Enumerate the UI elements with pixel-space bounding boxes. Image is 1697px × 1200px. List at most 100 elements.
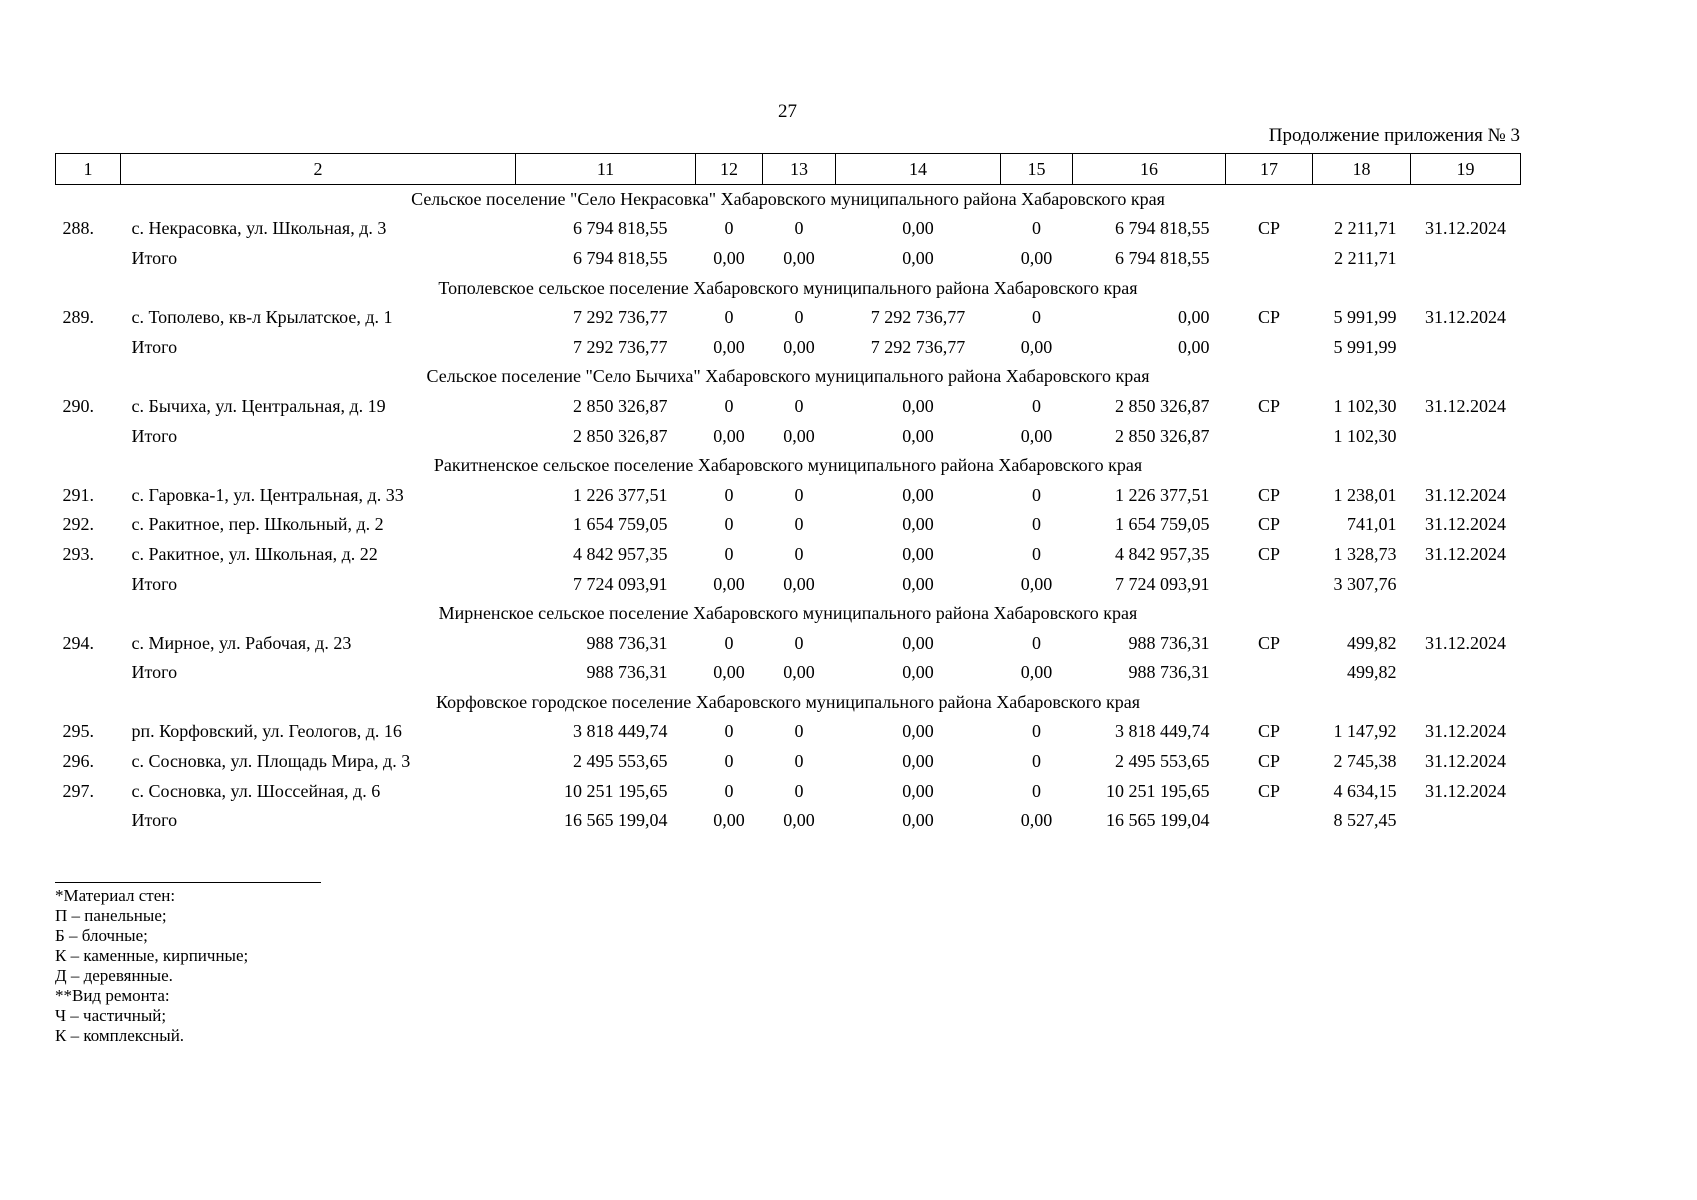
cell-col-12: 0 [724,395,734,416]
table-row: 291. с. Гаровка-1, ул. Центральная, д. 33… [56,480,1521,510]
cell-col-1: 293. [62,543,95,564]
cell-col-17: СР [1257,514,1281,535]
table-row: 292. с. Ракитное, пер. Школьный, д. 2 1 65… [56,510,1521,540]
cell-col-14: 0,00 [902,247,934,268]
cell-col-12: 0,00 [713,810,745,831]
cell-col-1 [56,332,121,362]
cell-col-15: 0 [1032,721,1041,742]
cell-col-16: 0,00 [1178,307,1210,328]
cell-col-17: СР [1257,307,1281,328]
cell-col-1 [56,658,121,688]
cell-col-11: 4 842 957,35 [573,543,668,564]
cell-col-15: 0 [1032,218,1041,239]
cell-col-1 [56,806,121,836]
cell-col-17 [1226,332,1313,362]
cell-col-16: 2 495 553,65 [1115,751,1210,772]
cell-col-19: 31.12.2024 [1425,307,1506,328]
repairs-table: 1 2 11 12 13 14 15 16 17 18 19 Сельское … [55,153,1521,836]
cell-col-15: 0 [1032,543,1041,564]
cell-col-12: 0,00 [713,336,745,357]
cell-col-1 [56,569,121,599]
column-header-18: 18 [1312,153,1411,185]
section-header-row: Мирненское сельское поселение Хабаровско… [56,599,1521,629]
cell-col-11: 2 850 326,87 [573,395,668,416]
cell-col-14: 0,00 [902,484,934,505]
section-header-row: Тополевское сельское поселение Хабаровск… [56,273,1521,303]
cell-col-18: 741,01 [1347,514,1397,535]
column-header-16: 16 [1072,153,1226,185]
cell-col-14: 0,00 [902,780,934,801]
cell-col-11: 6 794 818,55 [573,218,668,239]
cell-col-12: 0 [724,751,734,772]
cell-col-16: 0,00 [1178,336,1210,357]
cell-col-14: 0,00 [902,662,934,683]
cell-col-19: 31.12.2024 [1425,218,1506,239]
cell-col-16: 1 654 759,05 [1115,514,1210,535]
cell-col-13: 0 [794,514,804,535]
section-title: Тополевское сельское поселение Хабаровск… [438,277,1138,298]
table-head: 1 2 11 12 13 14 15 16 17 18 19 [55,153,1521,185]
cell-col-14: 0,00 [902,632,934,653]
column-header-11: 11 [515,153,696,185]
cell-col-14: 0,00 [902,514,934,535]
cell-col-14: 0,00 [902,218,934,239]
cell-col-2: Итого [131,573,178,594]
table-row: 290. с. Бычиха, ул. Центральная, д. 19 2 8… [56,392,1521,422]
cell-col-19: 31.12.2024 [1425,751,1506,772]
cell-col-12: 0 [724,632,734,653]
page-number: 27 [778,101,797,122]
document-page: 27 Продолжение приложения № 3 1 2 11 12 … [55,0,1521,1046]
cell-col-16: 16 565 199,04 [1106,810,1210,831]
cell-col-15: 0 [1032,307,1041,328]
cell-col-19 [1411,332,1521,362]
footnote-line-repair-type: **Вид ремонта: [55,985,170,1005]
cell-col-16: 2 850 326,87 [1115,395,1210,416]
cell-col-14: 7 292 736,77 [870,336,966,357]
column-header-12: 12 [695,153,763,185]
cell-col-16: 6 794 818,55 [1115,218,1210,239]
table-row: 289. с. Тополево, кв-л Крылатское, д. 1 7 … [56,303,1521,333]
cell-col-13: 0,00 [783,662,815,683]
cell-col-11: 2 495 553,65 [573,751,668,772]
cell-col-2: Итого [131,662,178,683]
column-header-1: 1 [55,153,121,185]
cell-col-14: 7 292 736,77 [870,307,966,328]
cell-col-11: 7 724 093,91 [573,573,668,594]
cell-col-18: 2 745,38 [1333,751,1397,772]
cell-col-15: 0,00 [1020,810,1053,831]
table-row: 293. с. Ракитное, ул. Школьная, д. 22 4 84… [56,540,1521,570]
cell-col-13: 0,00 [783,573,815,594]
footnote-divider [55,881,321,883]
cell-col-2: с. Сосновка, ул. Шоссейная, д. 6 [131,780,381,801]
cell-col-17: СР [1257,543,1281,564]
cell-col-13: 0,00 [783,336,815,357]
footnote-line-panel: П – панельные; [55,905,167,925]
cell-col-11: 3 818 449,74 [573,721,668,742]
footnote-line-wooden: Д – деревянные. [55,965,173,985]
appendix-continuation-label: Продолжение приложения № 3 [1268,125,1520,146]
cell-col-12: 0 [724,543,734,564]
cell-col-19 [1411,658,1521,688]
cell-col-16: 10 251 195,65 [1106,780,1210,801]
cell-col-12: 0,00 [713,662,745,683]
column-header-13: 13 [762,153,836,185]
cell-col-17 [1226,806,1313,836]
cell-col-15: 0 [1032,484,1041,505]
cell-col-19: 31.12.2024 [1425,484,1506,505]
cell-col-15: 0,00 [1020,247,1053,268]
cell-col-12: 0 [724,218,734,239]
table-row: 288. с. Некрасовка, ул. Школьная, д. 3 6 7… [56,214,1521,244]
cell-col-13: 0 [794,543,804,564]
table-row: 294. с. Мирное, ул. Рабочая, д. 23 988 736… [56,628,1521,658]
cell-col-2: рп. Корфовский, ул. Геологов, д. 16 [131,721,402,742]
cell-col-11: 7 292 736,77 [573,336,668,357]
cell-col-12: 0 [724,721,734,742]
cell-col-17: СР [1257,484,1281,505]
section-total-row: Итого 7 292 736,77 0,00 0,00 7 292 736,77 0,0… [56,332,1521,362]
cell-col-19: 31.12.2024 [1425,395,1506,416]
cell-col-13: 0 [794,218,804,239]
cell-col-13: 0 [794,307,804,328]
cell-col-11: 988 736,31 [586,632,668,653]
cell-col-16: 4 842 957,35 [1115,543,1210,564]
table-body: Сельское поселение "Село Некрасовка" Хаб… [56,185,1521,836]
